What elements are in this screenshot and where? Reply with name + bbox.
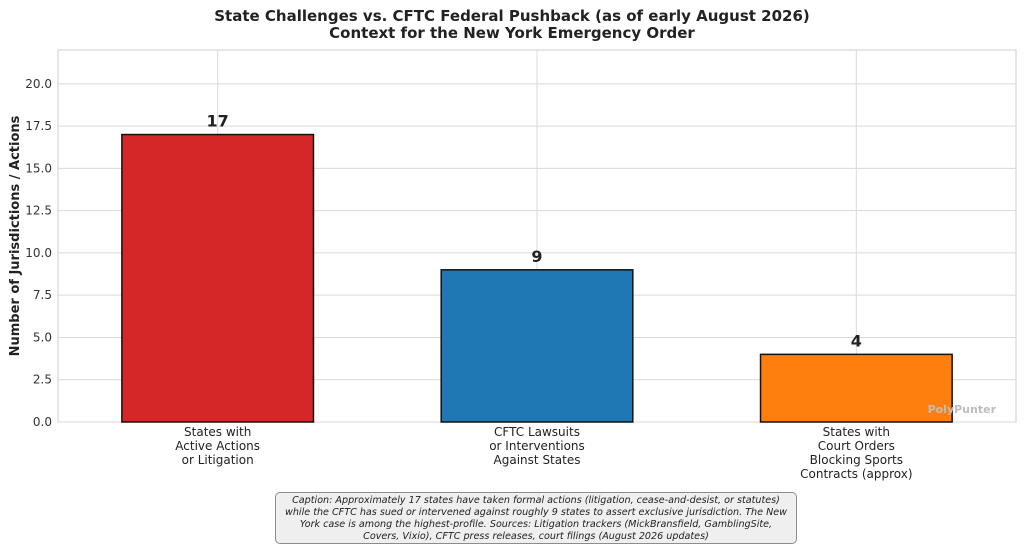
chart-caption: Caption: Approximately 17 states have ta… [275,492,797,544]
y-tick-label: 2.5 [33,373,52,387]
x-tick-label: CFTC Lawsuits or Interventions Against Sta… [489,425,585,467]
y-tick-label: 15.0 [25,161,52,175]
chart-title: State Challenges vs. CFTC Federal Pushba… [214,7,810,25]
bar [440,269,634,423]
watermark: PolyPunter [928,403,997,416]
y-tick-label: 20.0 [25,77,52,91]
y-tick-label: 17.5 [25,119,52,133]
y-tick-label: 0.0 [33,415,52,429]
data-label: 9 [531,247,542,266]
bar [759,353,953,423]
data-label: 17 [207,112,229,131]
y-tick-label: 5.0 [33,330,52,344]
bar-chart: 0.0 2.5 5.0 7.5 10.0 12.5 15.0 17.5 20.0 17 States… [8,49,1017,481]
y-tick-label: 12.5 [25,204,52,218]
y-axis-label: Number of Jurisdictions / Actions [8,115,23,356]
chart-subtitle: Context for the New York Emergency Order [329,24,695,42]
bar [121,133,315,423]
x-tick-label: States with Active Actions or Litigation [175,425,260,467]
y-tick-label: 7.5 [33,288,52,302]
x-tick-label: States with Court Orders Blocking Sports Co… [800,425,912,481]
y-tick-label: 10.0 [25,246,52,260]
data-label: 4 [851,331,862,350]
